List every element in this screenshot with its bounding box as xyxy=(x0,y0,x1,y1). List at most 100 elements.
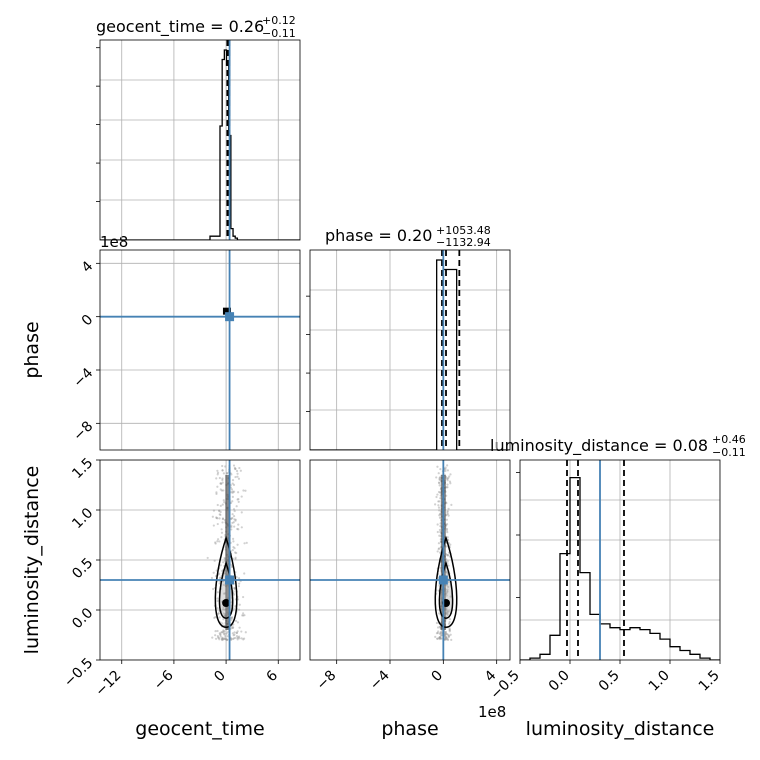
phase-x-offset-label: 1e8 xyxy=(478,703,506,721)
panel-luminosity-distance-vs-phase-sample-point xyxy=(445,584,449,587)
panel-luminosity-distance-vs-geocent-time-sample-point xyxy=(244,489,247,492)
panel-luminosity-distance-vs-geocent-time-sample-point xyxy=(218,638,221,641)
panel-luminosity-distance-vs-geocent-time-sample-point xyxy=(234,475,237,479)
panel-luminosity-distance-vs-geocent-time-sample-point xyxy=(213,616,216,619)
panel-luminosity-distance-vs-geocent-time-sample-point xyxy=(240,630,243,633)
panel-luminosity-distance-vs-geocent-time-sample-point xyxy=(219,577,222,580)
panel-luminosity-distance-vs-phase-sample-point xyxy=(446,469,450,472)
axis-geocent-time-xtick-label-0: −12 xyxy=(92,668,124,700)
panel-luminosity-distance-vs-geocent-time-sample-point xyxy=(220,489,224,492)
panel-luminosity-distance-vs-phase-sample-point xyxy=(435,621,439,625)
panel-luminosity-distance-vs-geocent-time-sample-point xyxy=(231,513,234,516)
panel-luminosity-distance-vs-geocent-time-sample-point xyxy=(222,561,225,564)
panel-luminosity-distance-vs-phase-sample-point xyxy=(446,588,449,591)
panel-luminosity-distance-vs-phase-sample-point xyxy=(438,637,441,641)
panel-luminosity-distance-vs-geocent-time-sample-point xyxy=(240,526,243,529)
y-axis-label-phase: phase xyxy=(21,321,43,378)
panel-luminosity-distance-vs-phase-sample-point xyxy=(436,493,439,496)
panel-luminosity-distance-vs-phase-sample-point xyxy=(436,626,440,629)
panel-luminosity-distance-vs-geocent-time-sample-point xyxy=(216,485,219,488)
panel-luminosity-distance-vs-geocent-time-sample-point xyxy=(220,531,224,534)
panel-luminosity-distance-vs-geocent-time-sample-point xyxy=(232,593,236,596)
panel-luminosity-distance-vs-geocent-time-sample-point xyxy=(242,595,245,599)
panel-luminosity-distance-vs-phase-sample-point xyxy=(438,477,441,480)
panel-luminosity-distance-vs-geocent-time-sample-point xyxy=(225,638,228,641)
panel-luminosity-distance-vs-phase-sample-point xyxy=(444,638,447,641)
panel-luminosity-distance-vs-phase-sample-point xyxy=(446,483,449,486)
panel-luminosity-distance-vs-phase-sample-point xyxy=(438,514,441,517)
x-axis-label-phase: phase xyxy=(381,718,438,740)
panel-luminosity-distance-vs-geocent-time-sample-point xyxy=(236,636,239,640)
panel-luminosity-distance-vs-geocent-time-sample-point xyxy=(220,528,223,531)
panel-luminosity-distance-vs-geocent-time-sample-point xyxy=(237,585,240,588)
panel-luminosity-distance-vs-geocent-time-sample-point xyxy=(222,629,225,632)
panel-luminosity-distance-vs-geocent-time-sample-point xyxy=(219,510,222,514)
panel-luminosity-distance-vs-geocent-time-sample-point xyxy=(224,638,228,641)
panel-luminosity-distance-vs-geocent-time-sample-point xyxy=(238,626,241,629)
panel-luminosity-distance-vs-geocent-time-sample-point xyxy=(237,477,241,480)
panel-luminosity-distance-vs-phase-sample-point xyxy=(438,500,441,503)
panel-luminosity-distance-vs-geocent-time-sample-point xyxy=(230,488,234,491)
panel-luminosity-distance-vs-phase-sample-point xyxy=(447,622,451,625)
hist-phase-frame xyxy=(309,249,511,451)
panel-luminosity-distance-vs-phase-sample-point xyxy=(446,637,449,640)
panel-luminosity-distance-vs-phase-sample-point xyxy=(438,478,441,481)
panel-luminosity-distance-vs-phase-sample-point xyxy=(438,636,441,639)
panel-luminosity-distance-vs-geocent-time-sample-point xyxy=(221,477,224,480)
panel-luminosity-distance-vs-phase-sample-point xyxy=(446,510,449,513)
panel-luminosity-distance-vs-geocent-time-sample-point xyxy=(216,522,219,526)
panel-luminosity-distance-vs-geocent-time-sample-point xyxy=(234,619,238,623)
panel-luminosity-distance-vs-geocent-time-sample-point xyxy=(236,527,239,531)
panel-luminosity-distance-vs-geocent-time-sample-point xyxy=(223,637,227,640)
panel-luminosity-distance-vs-geocent-time-sample-point xyxy=(230,617,233,620)
axis-phase-xtick-label-1: −4 xyxy=(367,667,393,693)
panel-luminosity-distance-vs-phase-sample-point xyxy=(438,636,441,639)
panel-luminosity-distance-vs-phase-sample-point xyxy=(439,631,442,634)
panel-luminosity-distance-vs-phase-sample-point xyxy=(446,638,450,642)
panel-luminosity-distance-vs-geocent-time-sample-point xyxy=(232,514,236,518)
panel-luminosity-distance-vs-geocent-time-sample-point xyxy=(212,571,215,574)
panel-luminosity-distance-vs-geocent-time-sample-point xyxy=(221,517,225,520)
panel-luminosity-distance-vs-phase-sample-point xyxy=(438,612,441,615)
panel-luminosity-distance-vs-geocent-time-sample-point xyxy=(213,559,216,562)
panel-luminosity-distance-vs-geocent-time-sample-point xyxy=(235,635,239,638)
panel-luminosity-distance-vs-geocent-time-sample-point xyxy=(237,497,240,501)
panel-luminosity-distance-vs-phase-sample-point xyxy=(449,473,452,476)
panel-luminosity-distance-vs-phase-sample-point xyxy=(439,637,442,640)
panel-luminosity-distance-vs-geocent-time-sample-point xyxy=(222,637,225,641)
panel-luminosity-distance-vs-geocent-time-sample-point xyxy=(237,528,240,531)
panel-luminosity-distance-vs-geocent-time-sample-point xyxy=(235,631,238,634)
panel-luminosity-distance-vs-geocent-time-sample-point xyxy=(214,630,217,633)
panel-luminosity-distance-vs-phase-sample-point xyxy=(436,523,439,526)
panel-luminosity-distance-vs-geocent-time-sample-point xyxy=(222,612,225,615)
panel-luminosity-distance-vs-geocent-time-sample-point xyxy=(231,549,234,552)
panel-luminosity-distance-vs-geocent-time-sample-point xyxy=(231,482,234,485)
panel-luminosity-distance-vs-phase-sample-point xyxy=(437,500,440,503)
panel-luminosity-distance-vs-geocent-time-sample-point xyxy=(221,521,224,524)
panel-luminosity-distance-vs-geocent-time-sample-point xyxy=(232,546,235,549)
panel-luminosity-distance-vs-geocent-time-sample-point xyxy=(216,634,219,638)
panel-luminosity-distance-vs-phase-sample-point xyxy=(439,636,442,639)
panel-luminosity-distance-vs-phase-sample-point xyxy=(447,634,450,638)
panel-luminosity-distance-vs-geocent-time-sample-point xyxy=(236,630,239,633)
panel-luminosity-distance-vs-phase-sample-point xyxy=(445,545,448,548)
panel-phase-vs-geocent-time xyxy=(99,249,301,451)
panel-luminosity-distance-vs-geocent-time-sample-point xyxy=(245,541,248,544)
panel-luminosity-distance-vs-geocent-time-sample-point xyxy=(234,557,237,561)
panel-luminosity-distance-vs-geocent-time-sample-point xyxy=(215,516,218,520)
axis-luminosity-distance-xtick-label-1: 0.0 xyxy=(546,668,573,695)
panel-luminosity-distance-vs-phase-sample-point xyxy=(438,482,441,485)
panel-luminosity-distance-vs-geocent-time-sample-point xyxy=(221,469,224,472)
panel-luminosity-distance-vs-phase-sample-point xyxy=(446,612,449,615)
panel-luminosity-distance-vs-phase-sample-point xyxy=(449,543,452,546)
panel-luminosity-distance-vs-phase-sample-point xyxy=(437,504,440,507)
panel-luminosity-distance-vs-phase-sample-point xyxy=(446,610,449,613)
panel-luminosity-distance-vs-geocent-time-sample-point xyxy=(234,556,237,559)
panel-luminosity-distance-vs-phase-sample-point xyxy=(437,548,440,551)
panel-luminosity-distance-vs-geocent-time-sample-point xyxy=(221,503,224,506)
panel-luminosity-distance-vs-geocent-time-sample-point xyxy=(230,638,233,641)
panel-luminosity-distance-vs-geocent-time-sample-point xyxy=(237,500,240,503)
panel-luminosity-distance-vs-geocent-time-sample-point xyxy=(231,500,234,503)
panel-luminosity-distance-vs-geocent-time-sample-point xyxy=(232,540,235,543)
panel-luminosity-distance-vs-phase-sample-point xyxy=(447,633,450,636)
